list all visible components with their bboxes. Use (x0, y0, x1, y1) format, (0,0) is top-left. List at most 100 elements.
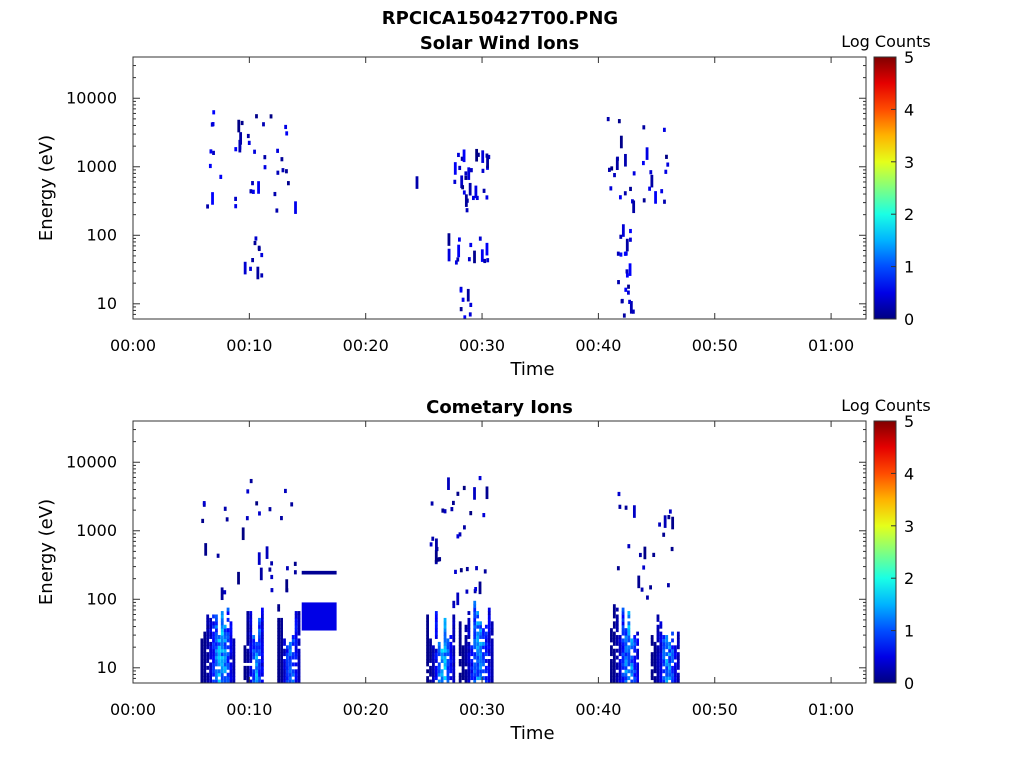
data-cell (674, 665, 677, 670)
data-cell (209, 624, 213, 629)
data-cell (487, 652, 491, 657)
data-cell (663, 515, 667, 528)
data-cell (200, 665, 204, 670)
data-cell (633, 655, 637, 660)
data-cell (636, 672, 640, 677)
data-cell (457, 152, 460, 158)
data-cell (618, 669, 622, 674)
data-cell (646, 595, 649, 600)
data-cell (484, 648, 488, 653)
data-cell (636, 641, 640, 646)
data-cell (473, 617, 477, 622)
data-cell (285, 659, 289, 663)
data-cell (240, 120, 244, 126)
data-cell (476, 648, 480, 653)
data-cell (237, 119, 241, 133)
data-cell (464, 676, 468, 681)
data-cell (615, 617, 619, 622)
data-cell (652, 552, 656, 558)
data-cell (633, 662, 637, 667)
colorbar-tick-label: 2 (904, 569, 914, 588)
data-cell (624, 655, 628, 660)
data-cell (668, 645, 672, 650)
data-cell (280, 617, 283, 622)
data-cell (487, 611, 491, 615)
data-cell (610, 662, 613, 667)
data-cell (285, 669, 289, 674)
data-cell (618, 665, 622, 670)
data-cell (443, 641, 447, 646)
data-cell (229, 631, 233, 636)
data-cell (238, 139, 242, 153)
data-cell (610, 166, 614, 171)
data-cell (618, 635, 622, 639)
data-cell (249, 652, 253, 657)
data-cell (473, 676, 477, 681)
data-cell (629, 228, 632, 234)
data-cell (434, 614, 438, 619)
data-cell (625, 269, 629, 274)
data-cell (656, 635, 660, 639)
data-cell (209, 149, 213, 154)
data-cell (452, 655, 456, 660)
data-cell (484, 641, 488, 646)
data-cell (470, 652, 474, 657)
data-cell (668, 655, 672, 660)
data-cell (473, 487, 476, 500)
data-cell (610, 669, 613, 674)
data-cell (215, 628, 218, 633)
data-cell (206, 628, 210, 633)
data-cell (223, 641, 227, 646)
data-cell (621, 631, 625, 636)
data-cell (280, 659, 283, 663)
data-cell (212, 631, 215, 636)
data-cell (294, 648, 298, 653)
data-cell (297, 624, 301, 629)
data-cell (203, 641, 207, 646)
data-cell (280, 652, 283, 657)
data-cell (249, 611, 253, 615)
data-cell (432, 655, 435, 660)
data-cell (203, 648, 207, 653)
data-cell (283, 676, 286, 681)
data-cell (215, 659, 218, 663)
data-cell (471, 195, 475, 201)
data-cell (615, 648, 619, 653)
data-cell (660, 189, 664, 194)
data-cell (621, 645, 625, 650)
data-cell (294, 611, 298, 615)
data-cell (479, 635, 482, 639)
data-cell (458, 648, 462, 653)
data-cell (458, 621, 462, 626)
data-cell (453, 162, 457, 175)
data-cell (627, 631, 631, 636)
data-cell (258, 652, 261, 657)
data-cell (656, 676, 660, 681)
data-cell (426, 641, 429, 646)
data-cell (209, 648, 213, 653)
colorbar-tick-label: 3 (904, 153, 914, 172)
data-cell (659, 641, 663, 646)
data-cell (432, 665, 435, 670)
data-cell (484, 635, 488, 639)
data-cell (449, 655, 453, 660)
data-cell (435, 538, 438, 552)
data-cell (473, 624, 477, 629)
data-cell (257, 552, 261, 565)
data-cell (458, 645, 462, 650)
data-cell (487, 648, 491, 653)
data-cell (662, 641, 666, 646)
data-cell (659, 672, 663, 677)
data-cell (624, 628, 628, 633)
data-cell (209, 635, 213, 639)
data-cell (291, 641, 295, 646)
data-cell (277, 669, 281, 674)
data-cell (621, 655, 625, 660)
data-cell (426, 628, 429, 633)
data-cell (297, 669, 301, 674)
data-cell (260, 672, 264, 677)
data-cell (220, 621, 224, 626)
data-cell (277, 624, 281, 629)
data-cell (621, 607, 625, 612)
data-cell (615, 635, 619, 639)
